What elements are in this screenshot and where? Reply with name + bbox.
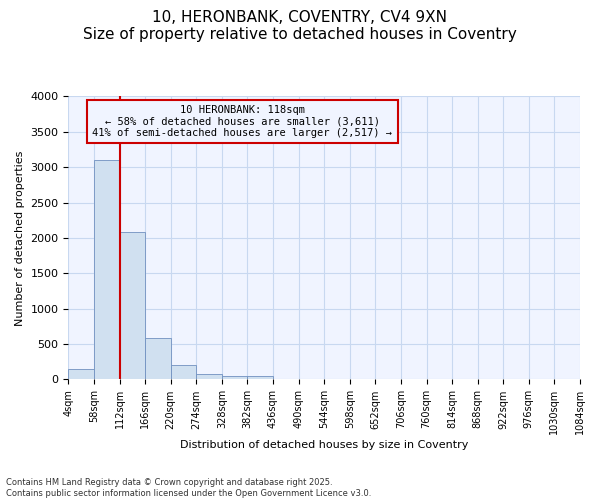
Text: 10 HERONBANK: 118sqm
← 58% of detached houses are smaller (3,611)
41% of semi-de: 10 HERONBANK: 118sqm ← 58% of detached h… bbox=[92, 105, 392, 138]
X-axis label: Distribution of detached houses by size in Coventry: Distribution of detached houses by size … bbox=[180, 440, 469, 450]
Bar bbox=[94, 160, 119, 380]
Bar bbox=[171, 364, 196, 380]
Bar bbox=[222, 376, 247, 380]
Bar bbox=[196, 374, 222, 380]
Text: 10, HERONBANK, COVENTRY, CV4 9XN
Size of property relative to detached houses in: 10, HERONBANK, COVENTRY, CV4 9XN Size of… bbox=[83, 10, 517, 42]
Bar bbox=[68, 369, 94, 380]
Bar bbox=[145, 338, 171, 380]
Y-axis label: Number of detached properties: Number of detached properties bbox=[15, 150, 25, 326]
Text: Contains HM Land Registry data © Crown copyright and database right 2025.
Contai: Contains HM Land Registry data © Crown c… bbox=[6, 478, 371, 498]
Bar bbox=[119, 232, 145, 380]
Bar bbox=[247, 376, 273, 380]
